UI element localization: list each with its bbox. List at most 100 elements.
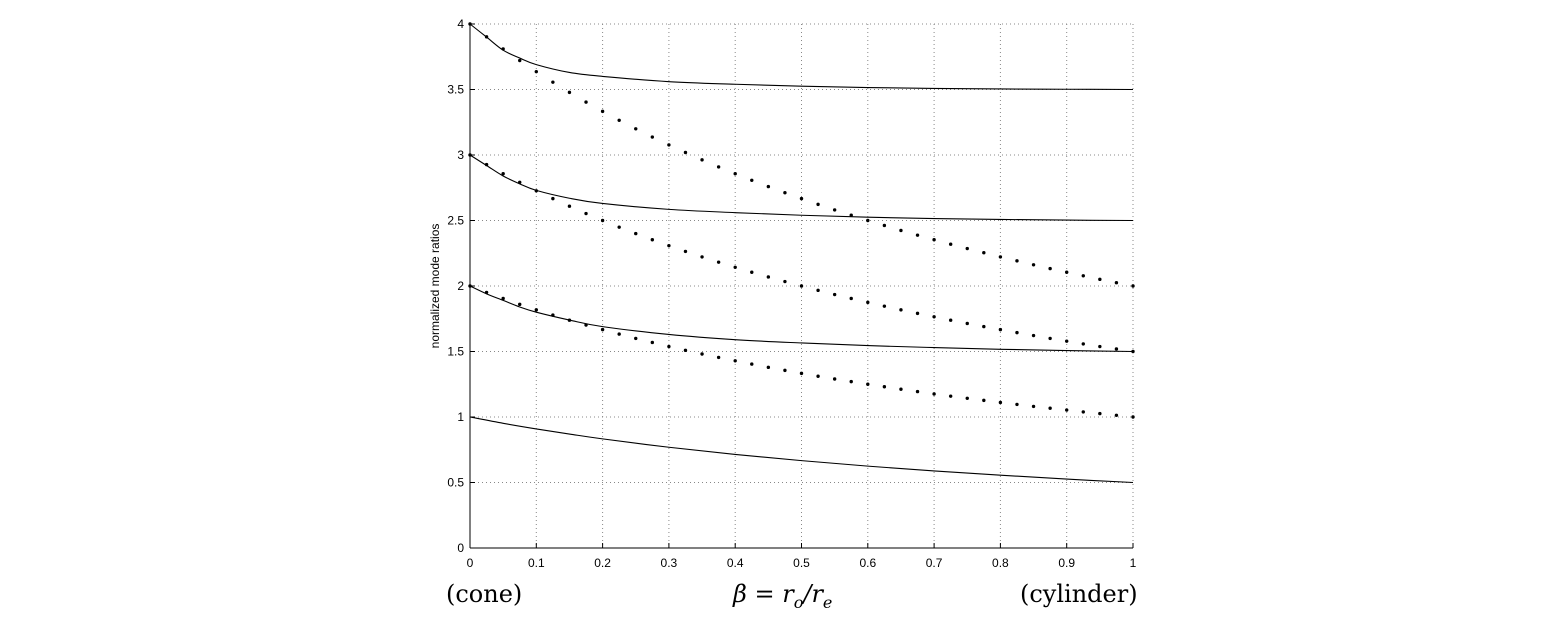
y-tick-label: 0 <box>457 541 464 555</box>
data-point <box>783 368 787 373</box>
data-point <box>683 249 688 254</box>
data-point <box>534 189 538 193</box>
y-tick-label: 3 <box>457 148 464 162</box>
data-point <box>733 265 737 269</box>
data-point <box>965 396 969 400</box>
data-point <box>1065 270 1069 274</box>
data-point <box>915 389 920 394</box>
data-point <box>832 208 837 212</box>
data-point <box>948 318 953 322</box>
cone-annotation: (cone) <box>446 580 523 608</box>
x-tick-label: 0.1 <box>528 556 545 570</box>
data-point <box>766 365 771 370</box>
dotted-series <box>468 22 1135 419</box>
data-point <box>799 284 804 288</box>
data-point <box>915 311 920 316</box>
data-point <box>600 327 605 332</box>
data-point <box>551 196 555 201</box>
subscript: e <box>822 592 833 612</box>
y-tick-label: 2.5 <box>447 214 464 228</box>
data-point <box>932 315 936 319</box>
data-point <box>1081 274 1085 278</box>
data-point <box>716 355 721 360</box>
subscript: o <box>793 592 804 612</box>
data-point <box>982 398 986 403</box>
tick-labels: 0 0.1 0.2 0.3 0.4 0.5 0.6 0.7 0.8 0.9 1 0 0.5 1 1.5 2 2.… <box>447 17 1136 570</box>
data-point <box>567 318 572 322</box>
data-point <box>783 191 787 195</box>
y-tick-label: 1.5 <box>447 345 464 359</box>
data-point <box>716 260 721 264</box>
y-tick-label: 3.5 <box>447 83 464 97</box>
data-point <box>650 340 655 345</box>
y-tick-label: 1 <box>457 410 464 424</box>
data-point <box>1114 413 1119 417</box>
data-point <box>1048 406 1052 410</box>
data-point <box>567 90 572 95</box>
data-point <box>551 313 555 317</box>
data-point <box>501 296 505 301</box>
x-tick-label: 0.8 <box>992 556 1009 570</box>
data-point <box>1031 263 1036 267</box>
data-point <box>683 348 688 353</box>
data-point <box>816 374 820 378</box>
data-point <box>484 290 489 295</box>
data-point <box>998 327 1003 332</box>
data-point <box>998 400 1003 405</box>
data-point <box>1048 336 1052 341</box>
data-point <box>683 150 688 155</box>
data-point <box>484 35 489 39</box>
data-point <box>816 202 820 207</box>
data-point <box>799 196 804 201</box>
label-part: /r <box>803 580 823 608</box>
data-point <box>1131 349 1135 354</box>
data-point <box>866 382 870 386</box>
data-point <box>733 172 737 176</box>
x-tick-label: 0.3 <box>661 556 678 570</box>
data-point <box>468 153 472 157</box>
data-point <box>584 323 588 327</box>
solid-curve <box>469 154 1134 222</box>
data-point <box>882 304 887 308</box>
y-tick-label: 0.5 <box>447 476 464 490</box>
data-point <box>733 359 737 363</box>
data-point <box>766 275 771 279</box>
data-point <box>816 288 820 293</box>
data-point <box>667 344 671 349</box>
data-point <box>534 308 538 312</box>
data-point <box>1031 404 1036 409</box>
x-tick-label: 0.2 <box>594 556 611 570</box>
data-point <box>700 158 704 162</box>
data-point <box>650 238 655 242</box>
data-point <box>584 211 588 216</box>
solid-curve <box>469 23 1134 91</box>
data-point <box>750 362 754 366</box>
data-point <box>667 243 671 248</box>
data-point <box>1031 333 1036 338</box>
data-point <box>617 118 621 122</box>
data-point <box>716 165 721 169</box>
y-axis-label: normalized mode ratios <box>428 224 442 349</box>
x-tick-label: 0.6 <box>859 556 876 570</box>
data-point <box>899 387 903 391</box>
data-point <box>468 284 472 288</box>
data-point <box>1131 284 1135 288</box>
x-tick-label: 0.5 <box>793 556 810 570</box>
data-point <box>1015 402 1019 407</box>
data-point <box>1015 330 1019 335</box>
data-point <box>915 233 920 237</box>
data-point <box>783 279 787 284</box>
data-point <box>799 371 804 376</box>
data-point <box>766 184 771 189</box>
solid-curve <box>469 416 1134 484</box>
data-point <box>551 80 555 84</box>
label-part: β = r <box>733 580 794 608</box>
y-tick-label: 2 <box>457 279 464 293</box>
x-tick-label: 1 <box>1130 556 1137 570</box>
data-point <box>1048 266 1052 271</box>
data-point <box>667 143 671 147</box>
solid-curve <box>469 285 1134 353</box>
data-point <box>1098 411 1102 416</box>
data-point <box>932 238 936 242</box>
